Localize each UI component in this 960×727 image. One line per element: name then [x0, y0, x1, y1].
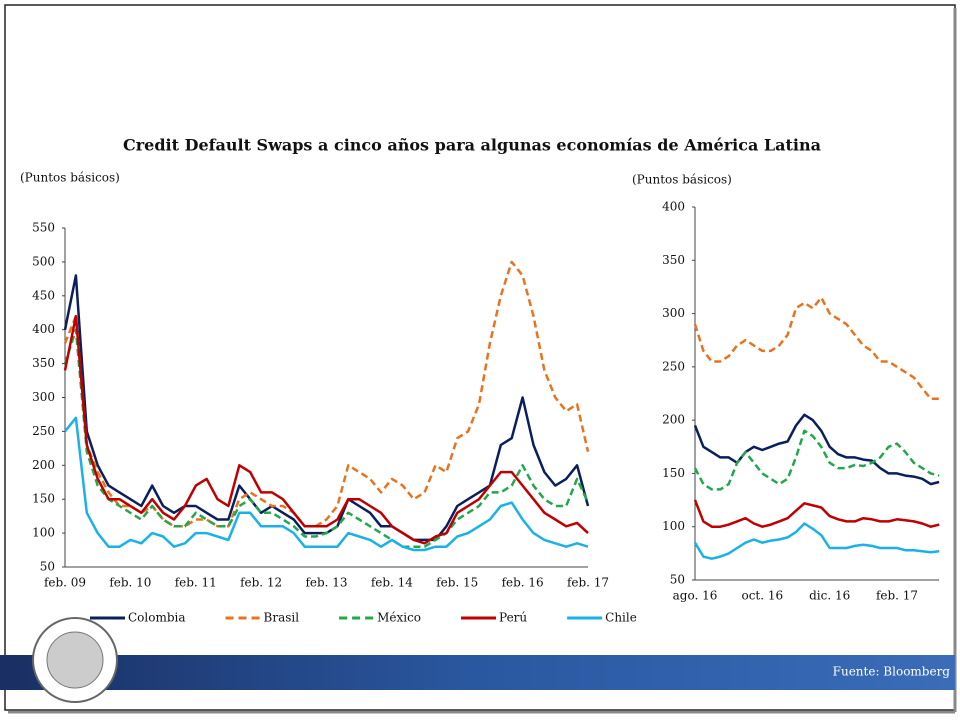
- y-tick-label: 250: [662, 359, 685, 373]
- source: Fuente: Bloomberg: [833, 665, 951, 679]
- legend-label: Perú: [499, 611, 527, 625]
- y-tick-label: 500: [32, 254, 55, 268]
- series-line: [693, 499, 940, 528]
- y-tick-label: 350: [32, 356, 55, 370]
- series-line: [693, 429, 940, 491]
- y-axis-label: (Puntos básicos): [632, 173, 732, 187]
- footer-band: [0, 655, 955, 690]
- x-tick-label: feb. 13: [305, 576, 347, 590]
- legend-label: México: [377, 611, 421, 625]
- y-tick-label: 300: [32, 390, 55, 404]
- legend-label: Chile: [605, 611, 637, 625]
- x-tick-label: feb. 10: [109, 576, 151, 590]
- y-axis-label: (Puntos básicos): [20, 171, 120, 185]
- y-tick-label: 200: [32, 458, 55, 472]
- x-tick-label: feb. 09: [44, 576, 86, 590]
- y-tick-label: 50: [40, 560, 55, 574]
- x-tick-label: feb. 14: [371, 576, 413, 590]
- slide-title: Credit Default Swaps a cinco años para a…: [123, 136, 821, 155]
- series-line: [64, 416, 589, 552]
- y-tick-label: 100: [662, 519, 685, 533]
- legend-label: Brasil: [264, 611, 300, 625]
- y-tick-label: 200: [662, 413, 685, 427]
- y-tick-label: 400: [662, 200, 685, 214]
- x-tick-label: feb. 16: [502, 576, 544, 590]
- x-tick-label: feb. 12: [240, 576, 282, 590]
- logo-inner: [46, 631, 104, 689]
- x-tick-label: dic. 16: [809, 589, 850, 603]
- series-line: [63, 328, 590, 548]
- series-line: [693, 296, 940, 401]
- series-line: [63, 314, 589, 545]
- y-tick-label: 150: [662, 466, 685, 480]
- y-tick-label: 550: [32, 221, 55, 235]
- y-tick-label: 400: [32, 322, 55, 336]
- x-tick-label: ago. 16: [673, 589, 718, 603]
- x-tick-label: feb. 11: [175, 576, 217, 590]
- y-tick-label: 300: [662, 306, 685, 320]
- y-tick-label: 100: [32, 526, 55, 540]
- series-line: [693, 522, 940, 560]
- y-tick-label: 350: [662, 253, 685, 267]
- x-tick-label: feb. 17: [567, 576, 609, 590]
- x-tick-label: feb. 15: [436, 576, 478, 590]
- x-tick-label: feb. 17: [876, 589, 918, 603]
- series-line: [693, 413, 940, 486]
- y-tick-label: 50: [670, 573, 685, 587]
- y-tick-label: 150: [32, 492, 55, 506]
- x-tick-label: oct. 16: [741, 589, 783, 603]
- y-tick-label: 250: [32, 424, 55, 438]
- slide-frame: [4, 4, 956, 711]
- y-tick-label: 450: [32, 288, 55, 302]
- legend-label: Colombia: [128, 611, 186, 625]
